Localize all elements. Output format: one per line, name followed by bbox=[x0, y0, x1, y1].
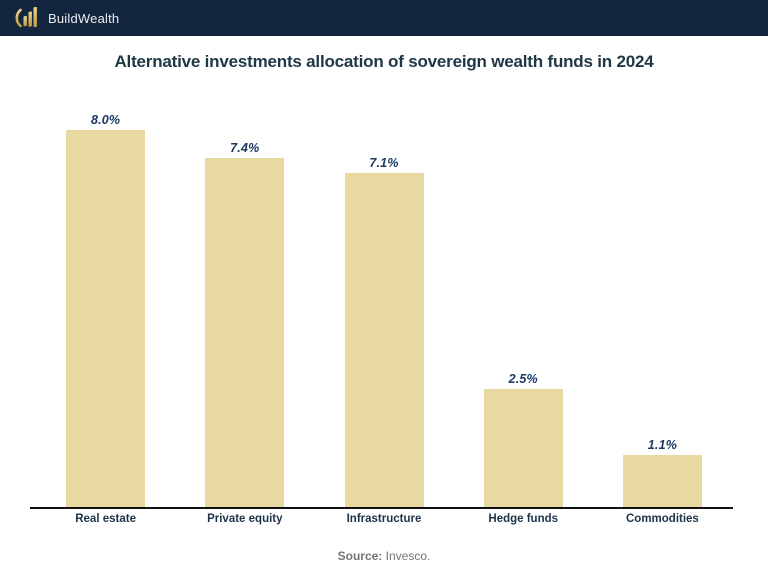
bar-column: 2.5% bbox=[454, 372, 593, 507]
bar bbox=[66, 130, 146, 507]
bar-value-label: 7.1% bbox=[369, 155, 399, 170]
bars-row: 8.0% 7.4% 7.1% 2.5% 1.1% bbox=[36, 113, 732, 507]
growth-bars-icon bbox=[15, 6, 37, 28]
bar-value-label: 1.1% bbox=[647, 438, 678, 453]
source-note: Source: Invesco. bbox=[0, 549, 768, 563]
bar-value-label: 2.5% bbox=[508, 372, 538, 387]
brand-name: BuildWealth bbox=[48, 10, 120, 26]
category-label: Real estate bbox=[75, 513, 136, 525]
bar-chart: 8.0% 7.4% 7.1% 2.5% 1.1% bbox=[0, 72, 768, 509]
bar-column: 7.4% bbox=[175, 141, 314, 507]
source-label: Source: bbox=[337, 549, 383, 563]
category-label: Commodities bbox=[625, 513, 699, 525]
source-text: Invesco. bbox=[385, 549, 431, 563]
bar bbox=[622, 455, 702, 507]
x-axis-line bbox=[30, 507, 733, 509]
x-axis-labels: Real estate Private equity Infrastructure H… bbox=[36, 513, 732, 525]
category-label: Hedge funds bbox=[488, 513, 559, 525]
category-label: Private equity bbox=[207, 513, 283, 525]
bar-value-label: 7.4% bbox=[230, 141, 260, 156]
app-header: BuildWealth bbox=[0, 0, 768, 36]
chart-title: Alternative investments allocation of so… bbox=[114, 52, 654, 71]
bar bbox=[205, 158, 285, 507]
bar-value-label: 8.0% bbox=[90, 113, 121, 128]
bar bbox=[344, 172, 424, 507]
category-label: Infrastructure bbox=[346, 513, 422, 525]
bar-column: 1.1% bbox=[593, 438, 732, 507]
bar-column: 7.1% bbox=[314, 156, 453, 507]
bar bbox=[483, 389, 563, 507]
bar-column: 8.0% bbox=[36, 113, 175, 507]
